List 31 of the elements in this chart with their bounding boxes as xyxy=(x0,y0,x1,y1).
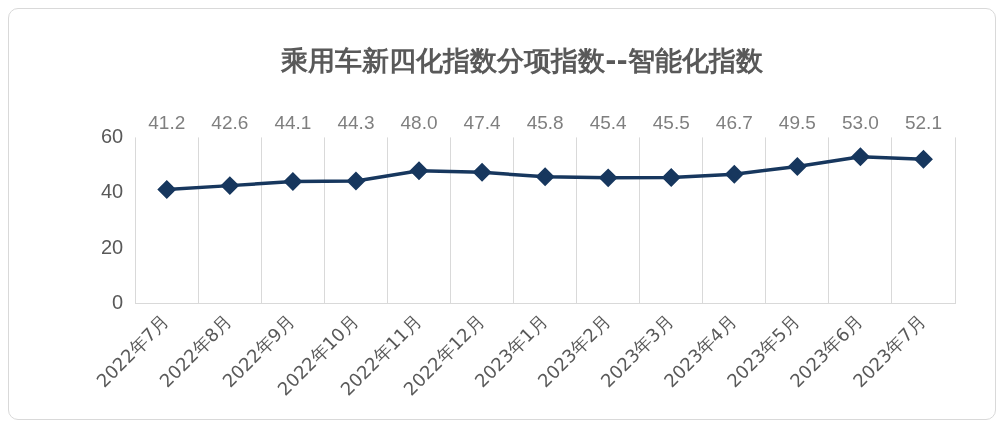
data-label: 45.4 xyxy=(589,112,628,134)
data-label: 44.3 xyxy=(337,112,375,134)
data-label: 42.6 xyxy=(211,112,249,134)
data-label: 52.1 xyxy=(904,112,942,134)
point xyxy=(788,157,807,176)
y-tick-label: 60 xyxy=(101,124,124,147)
y-tick-label: 0 xyxy=(112,291,124,314)
data-label: 45.5 xyxy=(652,112,690,134)
point xyxy=(410,161,428,180)
data-label: 44.1 xyxy=(274,112,312,134)
point xyxy=(914,150,933,169)
chart-title: 乘用车新四化指数分项指数--智能化指数 xyxy=(280,45,764,77)
data-label: 47.4 xyxy=(463,112,501,134)
data-label: 48.0 xyxy=(400,112,438,134)
y-tick-label: 40 xyxy=(101,180,124,203)
point xyxy=(284,172,302,191)
point xyxy=(221,176,239,195)
y-tick-label: 20 xyxy=(101,235,124,258)
point xyxy=(599,169,617,187)
point xyxy=(851,148,870,166)
data-label: 46.7 xyxy=(715,112,753,134)
point xyxy=(662,168,680,187)
point xyxy=(536,168,554,186)
point xyxy=(347,172,365,190)
data-label: 41.2 xyxy=(148,112,186,134)
point xyxy=(158,180,176,199)
data-label: 49.5 xyxy=(778,112,816,134)
data-label: 53.0 xyxy=(841,112,879,134)
data-label: 45.8 xyxy=(526,112,564,134)
point xyxy=(473,163,491,182)
point xyxy=(725,165,744,184)
